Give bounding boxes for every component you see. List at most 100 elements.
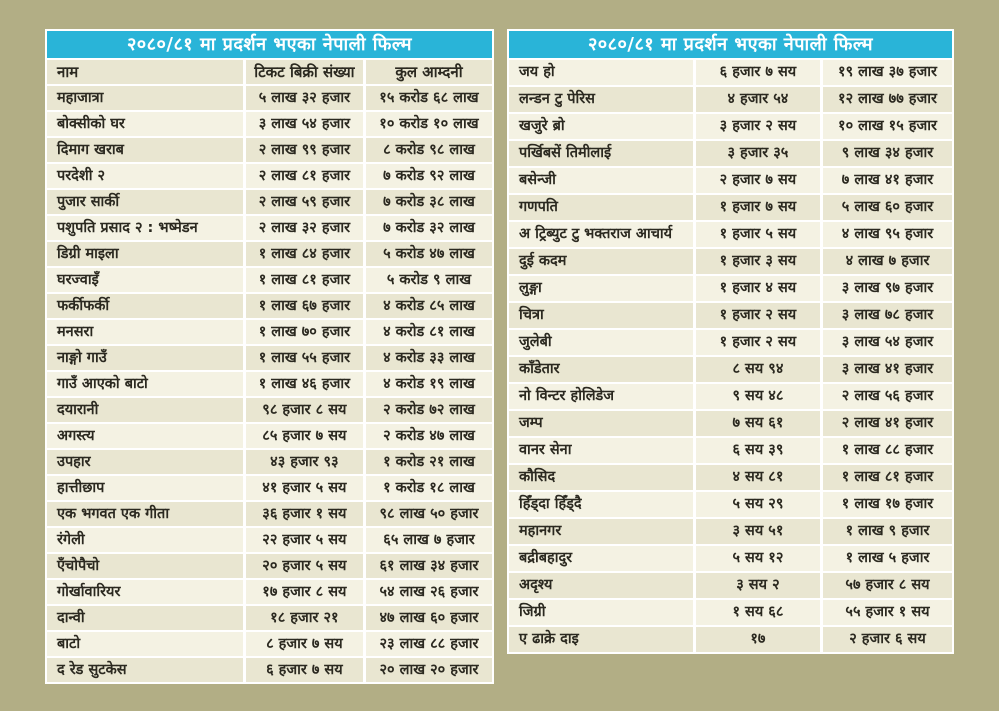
ticket-count-cell: ३६ हजार १ सय [242, 502, 363, 526]
income-cell: ८ करोड ९८ लाख [362, 138, 492, 162]
income-cell: १ लाख ९ हजार [819, 519, 952, 544]
table-row: जुलेबी १ हजार २ सय ३ लाख ५४ हजार [509, 328, 952, 355]
table-row: महानगर ३ सय ५१ १ लाख ९ हजार [509, 517, 952, 544]
ticket-count-cell: २२ हजार ५ सय [242, 528, 363, 552]
income-cell: २ करोड ४७ लाख [362, 424, 492, 448]
table-row: दान्वी १८ हजार २१ ४७ लाख ६० हजार [47, 604, 492, 630]
income-cell: १० लाख १५ हजार [819, 114, 952, 139]
table-row: वानर सेना ६ सय ३९ १ लाख ८८ हजार [509, 436, 952, 463]
column-header-row: नाम टिकट बिक्री संख्या कुल आम्दनी [47, 58, 492, 84]
ticket-count-cell: ५ लाख ३२ हजार [242, 86, 363, 110]
film-name-cell: महानगर [509, 519, 693, 544]
income-cell: १५ करोड ६८ लाख [362, 86, 492, 110]
table-row: रंगेली २२ हजार ५ सय ६५ लाख ७ हजार [47, 526, 492, 552]
ticket-count-cell: ४ हजार ५४ [692, 87, 820, 112]
ticket-count-cell: ३ हजार ३५ [692, 141, 820, 166]
ticket-count-cell: ५ सय १२ [692, 546, 820, 571]
table-row: खजुरे ब्रो ३ हजार २ सय १० लाख १५ हजार [509, 112, 952, 139]
table-row: गाउँ आएको बाटो १ लाख ४६ हजार ४ करोड १९ लाख [47, 370, 492, 396]
ticket-count-cell: ४३ हजार ९३ [242, 450, 363, 474]
income-cell: ४ करोड १९ लाख [362, 372, 492, 396]
film-name-cell: फर्कीफर्की [47, 294, 243, 318]
income-cell: १० करोड १० लाख [362, 112, 492, 136]
income-cell: ७ करोड ३८ लाख [362, 190, 492, 214]
table-row: अ ट्रिब्युट टु भक्तराज आचार्य १ हजार ५ सय… [509, 220, 952, 247]
table-row: अदृश्य ३ सय २ ५७ हजार ८ सय [509, 571, 952, 598]
income-cell: ३ लाख ९७ हजार [819, 276, 952, 301]
table-row: हात्तीछाप ४१ हजार ५ सय १ करोड १८ लाख [47, 474, 492, 500]
table-row: बाटो ८ हजार ७ सय २३ लाख ८८ हजार [47, 630, 492, 656]
film-name-cell: जय हो [509, 60, 693, 85]
table-row: गोर्खावारियर १७ हजार ८ सय ५४ लाख २६ हजार [47, 578, 492, 604]
table-row: काँडेतार ८ सय ९४ ३ लाख ४१ हजार [509, 355, 952, 382]
table-row: पुजार सार्की २ लाख ५९ हजार ७ करोड ३८ लाख [47, 188, 492, 214]
ticket-count-cell: ९ सय ४८ [692, 384, 820, 409]
income-cell: १ करोड २१ लाख [362, 450, 492, 474]
film-name-cell: घरज्वाइँ [47, 268, 243, 292]
table-row: बद्रीबहादुर ५ सय १२ १ लाख ५ हजार [509, 544, 952, 571]
income-cell: ५४ लाख २६ हजार [362, 580, 492, 604]
right-film-table: २०८०/८१ मा प्रदर्शन भएका नेपाली फिल्म जय… [507, 29, 954, 654]
film-name-cell: नाङ्गो गाउँ [47, 346, 243, 370]
film-name-cell: दिमाग खराब [47, 138, 243, 162]
film-name-cell: हिँड्दा हिँड्दै [509, 492, 693, 517]
ticket-count-cell: २ लाख ९९ हजार [242, 138, 363, 162]
film-name-cell: खजुरे ब्रो [509, 114, 693, 139]
income-cell: ६५ लाख ७ हजार [362, 528, 492, 552]
film-name-cell: ए ढाक्रे दाइ [509, 627, 693, 652]
table-row: घरज्वाइँ १ लाख ८१ हजार ५ करोड ९ लाख [47, 266, 492, 292]
ticket-count-cell: १७ हजार ८ सय [242, 580, 363, 604]
film-name-cell: नो विन्टर होलिडेज [509, 384, 693, 409]
income-cell: ४ लाख ९५ हजार [819, 222, 952, 247]
table-row: पशुपति प्रसाद २ : भष्मेडन २ लाख ३२ हजार ७ … [47, 214, 492, 240]
table-row: जम्प ७ सय ६१ २ लाख ४१ हजार [509, 409, 952, 436]
ticket-count-cell: ९८ हजार ८ सय [242, 398, 363, 422]
table-row: जय हो ६ हजार ७ सय १९ लाख ३७ हजार [509, 58, 952, 85]
ticket-count-cell: ६ सय ३९ [692, 438, 820, 463]
ticket-count-cell: ७ सय ६१ [692, 411, 820, 436]
film-name-cell: जिग्री [509, 600, 693, 625]
table-row: दिमाग खराब २ लाख ९९ हजार ८ करोड ९८ लाख [47, 136, 492, 162]
table-row: एक भगवत एक गीता ३६ हजार १ सय ९८ लाख ५० हजा… [47, 500, 492, 526]
income-cell: ३ लाख ४१ हजार [819, 357, 952, 382]
film-name-cell: गोर्खावारियर [47, 580, 243, 604]
film-name-cell: पशुपति प्रसाद २ : भष्मेडन [47, 216, 243, 240]
ticket-count-cell: १ हजार ४ सय [692, 276, 820, 301]
ticket-count-cell: ८ सय ९४ [692, 357, 820, 382]
film-name-cell: काँडेतार [509, 357, 693, 382]
income-cell: २ लाख ४१ हजार [819, 411, 952, 436]
film-name-cell: दुई कदम [509, 249, 693, 274]
column-header-ticket-count: टिकट बिक्री संख्या [242, 60, 363, 84]
ticket-count-cell: १ लाख ६७ हजार [242, 294, 363, 318]
table-row: एँचोपैचो २० हजार ५ सय ६१ लाख ३४ हजार [47, 552, 492, 578]
ticket-count-cell: ३ हजार २ सय [692, 114, 820, 139]
film-name-cell: बाटो [47, 632, 243, 656]
ticket-count-cell: ४ सय ८१ [692, 465, 820, 490]
film-name-cell: जम्प [509, 411, 693, 436]
income-cell: ७ करोड ३२ लाख [362, 216, 492, 240]
income-cell: ३ लाख ७८ हजार [819, 303, 952, 328]
ticket-count-cell: ५ सय २९ [692, 492, 820, 517]
ticket-count-cell: २ हजार ७ सय [692, 168, 820, 193]
income-cell: ४ लाख ७ हजार [819, 249, 952, 274]
table-row: बसेन्जी २ हजार ७ सय ७ लाख ४१ हजार [509, 166, 952, 193]
table-row: गणपति १ हजार ७ सय ५ लाख ६० हजार [509, 193, 952, 220]
film-name-cell: जुलेबी [509, 330, 693, 355]
film-name-cell: चित्रा [509, 303, 693, 328]
ticket-count-cell: १ हजार २ सय [692, 330, 820, 355]
ticket-count-cell: ६ हजार ७ सय [692, 60, 820, 85]
table-row: मनसरा १ लाख ७० हजार ४ करोड ८१ लाख [47, 318, 492, 344]
income-cell: ९ लाख ३४ हजार [819, 141, 952, 166]
table-row: लन्डन टु पेरिस ४ हजार ५४ १२ लाख ७७ हजार [509, 85, 952, 112]
film-name-cell: उपहार [47, 450, 243, 474]
income-cell: ४ करोड ८१ लाख [362, 320, 492, 344]
income-cell: १२ लाख ७७ हजार [819, 87, 952, 112]
table-row: दयारानी ९८ हजार ८ सय २ करोड ७२ लाख [47, 396, 492, 422]
film-name-cell: बोक्सीको घर [47, 112, 243, 136]
table-row: महाजात्रा ५ लाख ३२ हजार १५ करोड ६८ लाख [47, 84, 492, 110]
film-name-cell: कौसिद [509, 465, 693, 490]
income-cell: ५ लाख ६० हजार [819, 195, 952, 220]
film-name-cell: पर्खिबसें तिमीलाई [509, 141, 693, 166]
income-cell: २३ लाख ८८ हजार [362, 632, 492, 656]
